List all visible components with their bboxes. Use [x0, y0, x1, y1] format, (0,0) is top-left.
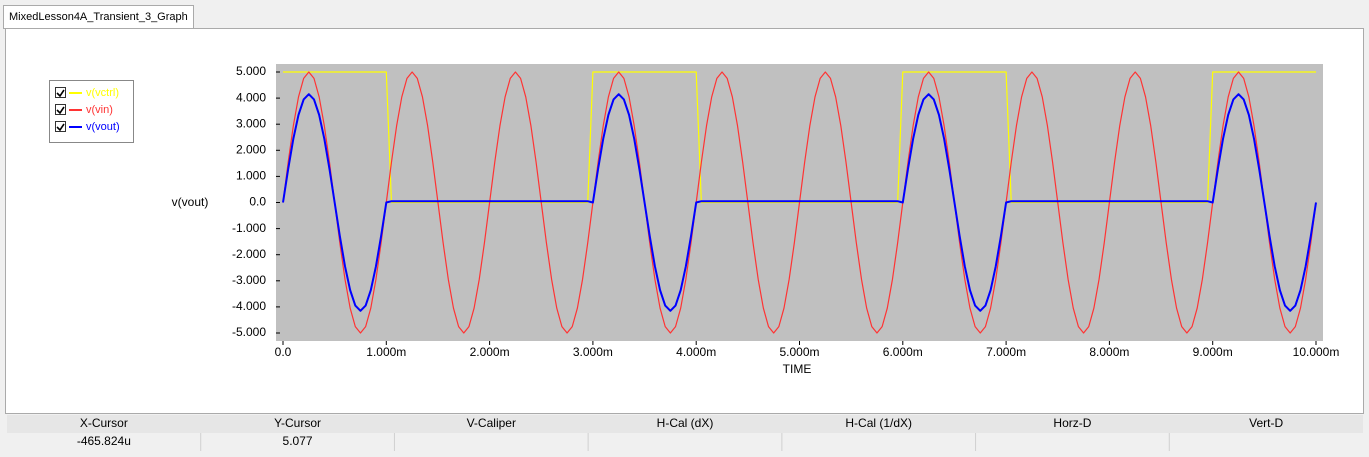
y-axis-label: v(vout) [172, 195, 209, 209]
y-tick-label: 4.000 [236, 90, 266, 104]
x-tick-label: 10.000m [1293, 345, 1340, 359]
y-tick-label: -5.000 [232, 325, 266, 339]
x-tick-label: 4.000m [676, 345, 716, 359]
tab-title[interactable]: MixedLesson4A_Transient_3_Graph [9, 11, 188, 23]
cursor-header: Vert-D [1249, 416, 1283, 430]
y-tick-label: -1.000 [232, 221, 266, 235]
cursor-header: Y-Cursor [274, 416, 321, 430]
y-tick-label: 0.0 [249, 195, 266, 209]
y-tick-label: 5.000 [236, 64, 266, 78]
x-tick-label: 1.000m [366, 345, 406, 359]
x-tick-label: 8.000m [1089, 345, 1129, 359]
legend-label: v(vout) [86, 121, 120, 133]
series-line [282, 71, 1317, 334]
legend-check[interactable] [56, 106, 65, 115]
x-tick-label: 6.000m [883, 345, 923, 359]
cursor-header: H-Cal (dX) [657, 416, 714, 430]
legend-checkbox[interactable] [55, 87, 66, 98]
legend-checkbox[interactable] [55, 121, 66, 132]
cursor-value: -465.824u [77, 434, 131, 448]
legend-check[interactable] [56, 89, 65, 98]
legend-check[interactable] [56, 123, 65, 132]
y-tick-label: 2.000 [236, 142, 266, 156]
x-tick-label: 2.000m [470, 345, 510, 359]
y-tick-label: -3.000 [232, 273, 266, 287]
x-tick-label: 3.000m [573, 345, 613, 359]
cursor-header: Horz-D [1053, 416, 1091, 430]
cursor-value-row [7, 433, 1363, 451]
cursor-header-row [7, 415, 1363, 433]
legend-label: v(vin) [86, 104, 113, 116]
y-tick-label: 1.000 [236, 169, 266, 183]
x-tick-label: 7.000m [986, 345, 1026, 359]
legend-checkbox[interactable] [55, 104, 66, 115]
y-tick-label: 3.000 [236, 116, 266, 130]
x-tick-label: 5.000m [779, 345, 819, 359]
x-tick-label: 0.0 [275, 345, 292, 359]
legend-label: v(vctrl) [86, 87, 119, 99]
cursor-header: H-Cal (1/dX) [845, 416, 912, 430]
x-axis-label: TIME [783, 362, 812, 376]
x-tick-label: 9.000m [1193, 345, 1233, 359]
series-line [282, 93, 1317, 312]
cursor-value: 5.077 [283, 434, 313, 448]
cursor-header: X-Cursor [80, 416, 128, 430]
y-tick-label: -4.000 [232, 299, 266, 313]
y-tick-label: -2.000 [232, 247, 266, 261]
cursor-header: V-Caliper [467, 416, 516, 430]
